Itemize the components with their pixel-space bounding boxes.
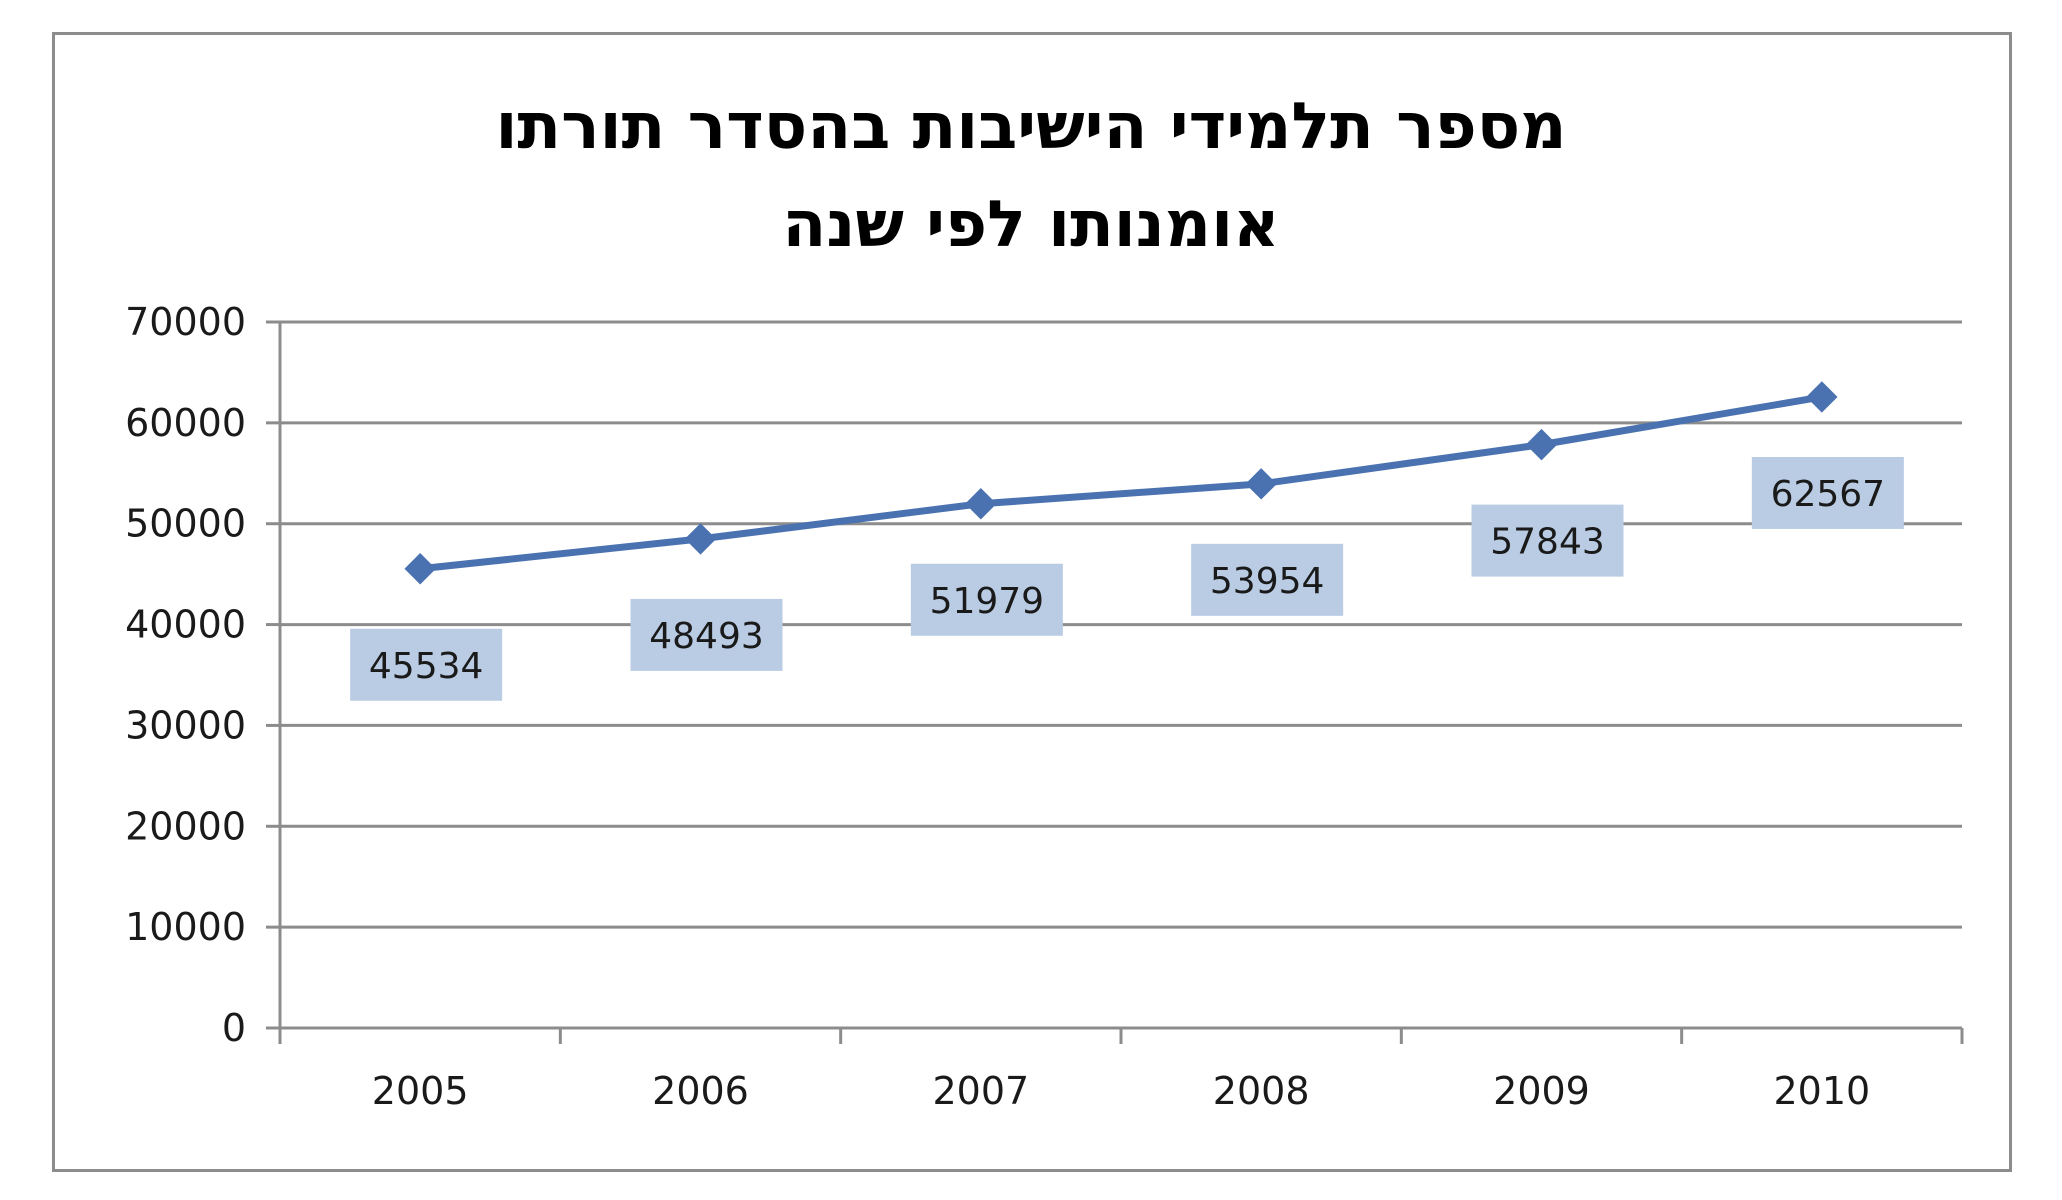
x-tick-label: 2007: [932, 1069, 1029, 1113]
y-tick-label: 70000: [125, 300, 246, 344]
data-point-marker: [1525, 428, 1558, 461]
data-label: 48493: [630, 598, 783, 671]
y-tick-label: 10000: [125, 905, 246, 949]
data-label: 45534: [350, 628, 503, 701]
y-tick-label: 60000: [125, 401, 246, 445]
data-label-value: 53954: [1210, 561, 1325, 602]
y-tick-label: 30000: [125, 703, 246, 747]
chart-title: מספר תלמידי הישיבות בהסדר תורתו אומנותו …: [495, 90, 1566, 262]
chart-title-line-2: אומנותו לפי שנה: [782, 188, 1279, 262]
data-label-value: 62567: [1771, 474, 1886, 515]
x-tick-label: 2006: [652, 1069, 749, 1113]
data-labels: 45534 48493 51979 53954 57843 62567: [350, 456, 1904, 701]
y-tick-label: 0: [222, 1006, 246, 1050]
x-axis-tick-labels: 2005 2006 2007 2008 2009 2010: [372, 1069, 1870, 1113]
series-markers: [404, 381, 1838, 585]
data-label: 57843: [1471, 504, 1624, 577]
data-label: 51979: [910, 563, 1063, 636]
x-tick-label: 2005: [372, 1069, 469, 1113]
data-label-value: 48493: [649, 616, 764, 657]
x-tick-label: 2010: [1773, 1069, 1870, 1113]
data-label-box: [1471, 504, 1624, 577]
y-tick-label: 20000: [125, 804, 246, 848]
data-label-value: 51979: [930, 581, 1045, 622]
data-point-marker: [684, 523, 717, 555]
series-line-path: [416, 393, 1826, 573]
chart-title-line-1: מספר תלמידי הישיבות בהסדר תורתו: [495, 90, 1566, 164]
series-line: [416, 393, 1826, 573]
data-point-marker: [404, 553, 436, 585]
y-tick-label: 50000: [125, 502, 246, 546]
data-point-marker: [965, 488, 997, 520]
data-point-marker: [1806, 381, 1838, 413]
axes: [266, 320, 1964, 1044]
data-label-value: 57843: [1490, 522, 1605, 563]
data-label: 53954: [1191, 543, 1344, 616]
x-tick-label: 2009: [1493, 1069, 1590, 1113]
data-point-marker: [1245, 468, 1277, 500]
data-label: 62567: [1751, 456, 1904, 529]
data-label-box: [1751, 456, 1904, 529]
data-label-box: [630, 598, 783, 671]
data-label-box: [1191, 543, 1344, 616]
y-axis-tick-labels: 0 10000 20000 30000 40000 50000 60000 70000: [125, 300, 246, 1050]
y-tick-label: 40000: [125, 603, 246, 647]
data-label-box: [910, 563, 1063, 636]
data-label-value: 45534: [369, 646, 484, 687]
data-label-box: [350, 628, 503, 701]
x-tick-label: 2008: [1213, 1069, 1310, 1113]
